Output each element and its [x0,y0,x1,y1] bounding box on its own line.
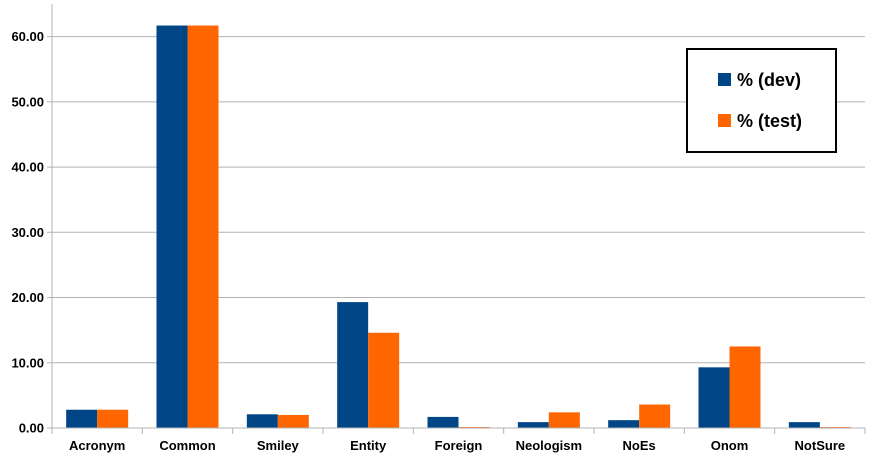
x-tick-label: Acronym [69,438,125,453]
x-tick-label: Foreign [435,438,483,453]
bar-test-noes [639,404,671,428]
x-tick-label: NoEs [623,438,656,453]
y-axis-ticks: 0.00 10.00 20.00 30.00 40.00 50.00 60.00 [11,29,52,436]
x-tick-label: Smiley [257,438,300,453]
x-tick-label: NotSure [795,438,846,453]
legend-swatch-test [718,114,731,127]
bar-dev-onom [698,367,730,428]
bar-dev-acronym [66,409,98,428]
x-tick-label: Common [159,438,215,453]
legend-box [686,48,837,153]
bar-test-acronym [97,409,129,428]
x-axis-ticks: Acronym Common Smiley Entity Foreign Neologis… [51,428,866,453]
bar-dev-noes [608,420,640,428]
bar-dev-notsure [788,422,820,428]
axes [51,4,865,429]
bar-test-smiley [277,414,309,428]
x-tick-label: Neologism [516,438,582,453]
y-tick-label: 50.00 [11,94,44,109]
bar-dev-entity [337,302,369,428]
bar-dev-smiley [246,414,278,428]
bars [66,25,851,428]
bar-dev-foreign [427,416,459,428]
bar-dev-neologism [517,422,549,428]
bar-test-onom [729,346,761,428]
y-tick-label: 10.00 [11,355,44,370]
bar-test-neologism [548,412,580,428]
y-tick-label: 30.00 [11,225,44,240]
legend-swatch-dev [718,73,731,86]
y-tick-label: 0.00 [19,421,44,436]
bar-test-common [187,25,219,428]
bar-dev-common [156,25,188,428]
legend: % (dev) % (test) [686,48,837,153]
x-tick-label: Onom [711,438,749,453]
legend-label-dev: % (dev) [737,70,801,90]
x-tick-label: Entity [350,438,387,453]
y-tick-label: 20.00 [11,290,44,305]
bar-test-entity [368,332,400,428]
legend-label-test: % (test) [737,111,802,131]
y-tick-label: 60.00 [11,29,44,44]
y-tick-label: 40.00 [11,160,44,175]
